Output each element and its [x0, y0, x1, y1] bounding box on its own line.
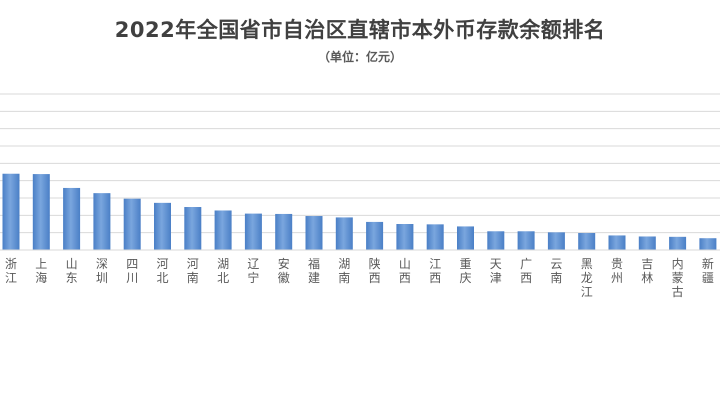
- x-tick-label: 上海: [35, 257, 47, 285]
- bar-23: [699, 238, 717, 250]
- bar-13: [396, 224, 414, 250]
- bar-0: [2, 173, 20, 250]
- bar-1: [32, 174, 50, 250]
- x-tick-label: 江西: [429, 257, 441, 285]
- x-tick-label: 天津: [490, 257, 502, 285]
- x-tick-label: 山东: [66, 257, 78, 285]
- chart-title: 2022年全国省市自治区直辖市本外币存款余额排名: [114, 18, 606, 42]
- x-tick-label: 浙江: [5, 257, 17, 285]
- bar-17: [517, 231, 535, 250]
- x-tick-label: 内蒙古: [672, 257, 684, 299]
- x-tick-label: 安徽: [278, 256, 290, 285]
- bar-14: [426, 224, 444, 250]
- bar-18: [547, 232, 565, 250]
- bar-10: [305, 216, 323, 250]
- x-tick-label: 湖南: [338, 256, 350, 285]
- bar-20: [608, 235, 626, 250]
- x-tick-label: 新疆: [702, 256, 714, 285]
- bar-19: [578, 233, 596, 250]
- bar-6: [184, 207, 202, 250]
- x-tick-label: 贵州: [611, 257, 623, 285]
- x-tick-label: 深圳: [96, 257, 108, 285]
- bar-12: [366, 221, 384, 250]
- x-tick-label: 河北: [156, 257, 168, 285]
- bar-3: [93, 193, 111, 250]
- bar-15: [457, 226, 474, 250]
- bar-9: [275, 213, 293, 250]
- x-tick-label: 福建: [308, 256, 320, 285]
- x-tick-label: 重庆: [459, 257, 471, 285]
- x-tick-label: 四川: [126, 257, 138, 285]
- bar-8: [244, 213, 262, 250]
- chart-subtitle: （单位：亿元）: [317, 50, 402, 64]
- x-tick-label: 吉林: [641, 257, 653, 285]
- bar-16: [487, 231, 505, 250]
- bar-4: [123, 198, 141, 250]
- x-tick-label: 湖北: [217, 256, 229, 285]
- x-tick-label: 广西: [520, 257, 532, 285]
- bar-22: [669, 236, 687, 250]
- bar-11: [335, 217, 353, 250]
- x-tick-label: 云南: [550, 257, 562, 285]
- x-tick-label: 黑龙江: [581, 257, 593, 299]
- x-tick-label: 河南: [187, 257, 199, 285]
- x-tick-label: 山西: [399, 257, 411, 285]
- bar-2: [63, 187, 81, 250]
- bar-5: [154, 202, 171, 250]
- x-tick-label: 陕西: [369, 256, 381, 285]
- bar-21: [638, 236, 656, 250]
- bar-7: [214, 210, 232, 250]
- x-tick-label: 辽宁: [247, 257, 259, 285]
